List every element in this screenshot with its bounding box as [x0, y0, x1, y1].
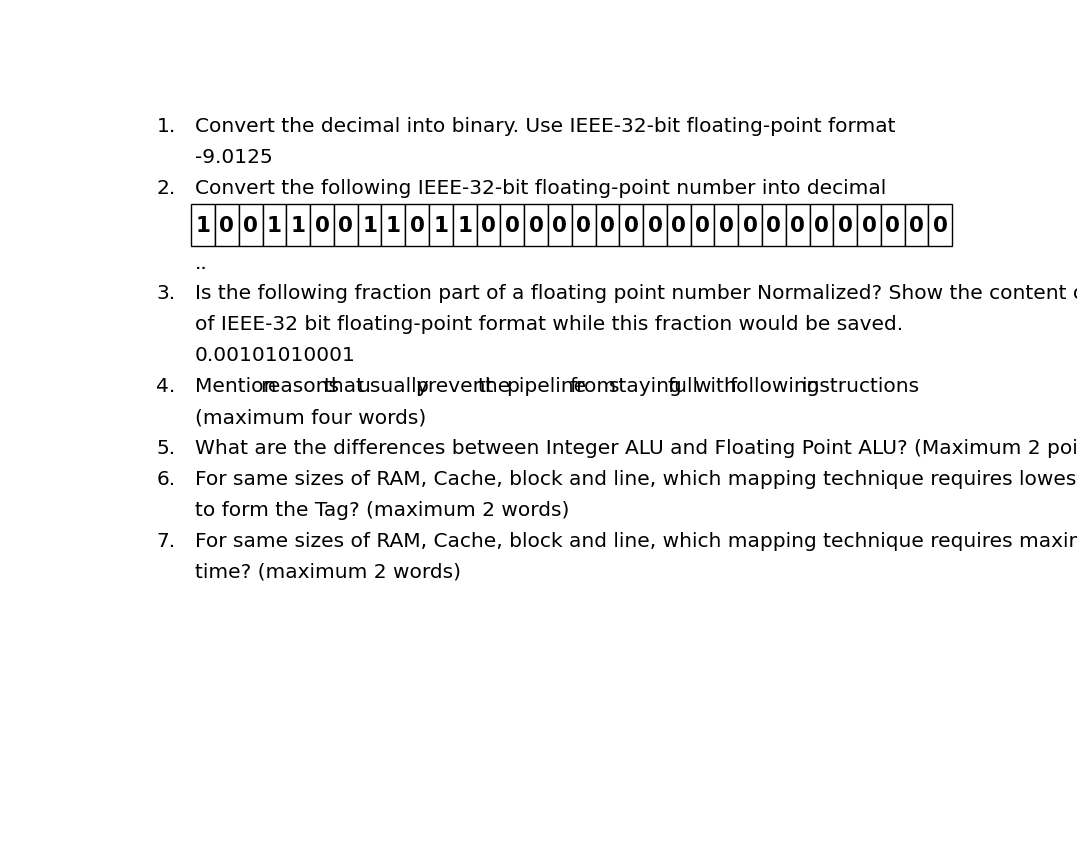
- Text: 6.: 6.: [156, 469, 176, 489]
- Bar: [714, 205, 738, 247]
- Text: to form the Tag? (maximum 2 words): to form the Tag? (maximum 2 words): [195, 501, 570, 519]
- Text: 1: 1: [196, 216, 211, 236]
- Text: 0: 0: [671, 216, 686, 236]
- Text: 1: 1: [267, 216, 282, 236]
- Bar: [215, 205, 239, 247]
- Text: pipeline: pipeline: [506, 377, 586, 396]
- Text: For same sizes of RAM, Cache, block and line, which mapping technique requires l: For same sizes of RAM, Cache, block and …: [195, 469, 1077, 489]
- Text: 0: 0: [600, 216, 615, 236]
- Bar: [452, 205, 477, 247]
- Text: prevent: prevent: [415, 377, 493, 396]
- Text: usually: usually: [358, 377, 429, 396]
- Text: 0: 0: [553, 216, 568, 236]
- Bar: [763, 205, 786, 247]
- Text: (maximum four words): (maximum four words): [195, 408, 426, 426]
- Bar: [619, 205, 643, 247]
- Bar: [596, 205, 619, 247]
- Bar: [524, 205, 548, 247]
- Text: of IEEE-32 bit floating-point format while this fraction would be saved.: of IEEE-32 bit floating-point format whi…: [195, 315, 904, 334]
- Text: 0: 0: [314, 216, 330, 236]
- Bar: [192, 205, 215, 247]
- Bar: [501, 205, 524, 247]
- Text: 0: 0: [576, 216, 591, 236]
- Text: Convert the decimal into binary. Use IEEE-32-bit floating-point format: Convert the decimal into binary. Use IEE…: [195, 117, 896, 136]
- Text: 0: 0: [647, 216, 662, 236]
- Text: staying: staying: [609, 377, 683, 396]
- Text: 0: 0: [338, 216, 353, 236]
- Text: -9.0125: -9.0125: [195, 148, 272, 167]
- Text: 0: 0: [481, 216, 495, 236]
- Text: 7.: 7.: [156, 531, 176, 550]
- Text: ..: ..: [195, 253, 208, 272]
- Text: the: the: [478, 377, 512, 396]
- Text: For same sizes of RAM, Cache, block and line, which mapping technique requires m: For same sizes of RAM, Cache, block and …: [195, 531, 1077, 550]
- Bar: [786, 205, 810, 247]
- Text: following: following: [729, 377, 820, 396]
- Text: time? (maximum 2 words): time? (maximum 2 words): [195, 562, 461, 581]
- Bar: [239, 205, 263, 247]
- Text: 0.00101010001: 0.00101010001: [195, 346, 356, 365]
- Bar: [358, 205, 381, 247]
- Bar: [928, 205, 952, 247]
- Bar: [286, 205, 310, 247]
- Text: that: that: [323, 377, 365, 396]
- Text: 0: 0: [695, 216, 710, 236]
- Text: 0: 0: [933, 216, 948, 236]
- Text: from: from: [570, 377, 617, 396]
- Text: with: with: [694, 377, 737, 396]
- Text: 1: 1: [291, 216, 306, 236]
- Bar: [738, 205, 763, 247]
- Text: 0: 0: [718, 216, 733, 236]
- Text: 0: 0: [743, 216, 757, 236]
- Text: 0: 0: [885, 216, 900, 236]
- Text: 1.: 1.: [156, 117, 176, 136]
- Text: 1: 1: [386, 216, 401, 236]
- Text: Mention: Mention: [195, 377, 277, 396]
- Bar: [405, 205, 429, 247]
- Bar: [834, 205, 857, 247]
- Bar: [263, 205, 286, 247]
- Text: 0: 0: [814, 216, 829, 236]
- Text: Convert the following IEEE-32-bit floating-point number into decimal: Convert the following IEEE-32-bit floati…: [195, 179, 886, 198]
- Text: 4.: 4.: [156, 377, 176, 396]
- Text: 5.: 5.: [156, 438, 176, 457]
- Text: 0: 0: [409, 216, 424, 236]
- Text: reasons: reasons: [261, 377, 339, 396]
- Text: 0: 0: [529, 216, 544, 236]
- Text: full: full: [668, 377, 699, 396]
- Text: What are the differences between Integer ALU and Floating Point ALU? (Maximum 2 : What are the differences between Integer…: [195, 438, 1077, 457]
- Text: 0: 0: [791, 216, 806, 236]
- Bar: [643, 205, 667, 247]
- Text: 3.: 3.: [156, 284, 176, 303]
- Bar: [905, 205, 928, 247]
- Bar: [310, 205, 334, 247]
- Text: 1: 1: [362, 216, 377, 236]
- Text: 0: 0: [862, 216, 877, 236]
- Bar: [381, 205, 405, 247]
- Bar: [334, 205, 358, 247]
- Text: 1: 1: [458, 216, 472, 236]
- Bar: [548, 205, 572, 247]
- Text: 0: 0: [243, 216, 258, 236]
- Text: 0: 0: [767, 216, 781, 236]
- Text: instructions: instructions: [801, 377, 920, 396]
- Text: 1: 1: [433, 216, 448, 236]
- Text: 0: 0: [624, 216, 639, 236]
- Text: 0: 0: [505, 216, 520, 236]
- Text: 0: 0: [909, 216, 924, 236]
- Bar: [667, 205, 690, 247]
- Text: 2.: 2.: [156, 179, 176, 198]
- Bar: [881, 205, 905, 247]
- Bar: [572, 205, 596, 247]
- Bar: [429, 205, 452, 247]
- Bar: [477, 205, 501, 247]
- Text: Is the following fraction part of a floating point number Normalized? Show the c: Is the following fraction part of a floa…: [195, 284, 1077, 303]
- Bar: [690, 205, 714, 247]
- Bar: [810, 205, 834, 247]
- Text: 0: 0: [220, 216, 235, 236]
- Bar: [857, 205, 881, 247]
- Text: 0: 0: [838, 216, 853, 236]
